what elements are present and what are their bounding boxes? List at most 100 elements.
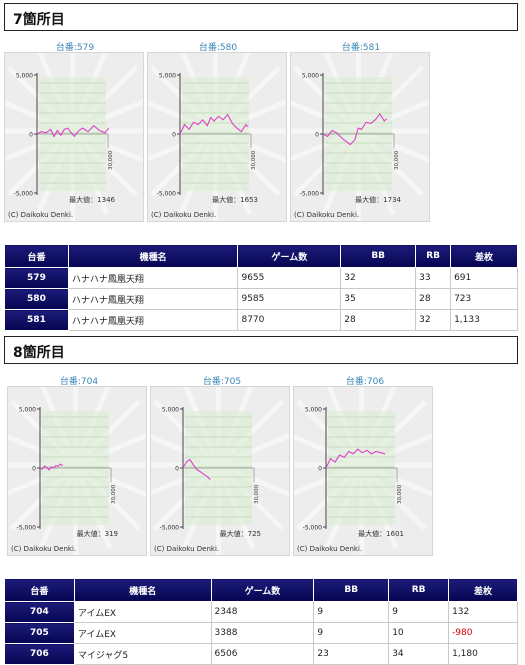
max-value-label: 最大値：319: [76, 530, 118, 538]
x-tick-label: 30,000: [394, 150, 400, 170]
section-heading-2: 8箇所目: [4, 336, 518, 364]
x-tick-label: 30,000: [397, 484, 403, 504]
x-tick-label: 30,000: [111, 484, 117, 504]
slump-trace-line: [322, 112, 387, 146]
col-header-rb: RB: [388, 578, 450, 602]
slump-graph-705[interactable]: 5,000 0 -5,000 30,000 最大値：725 (C) Daikoku D…: [150, 386, 290, 556]
model-name: アイムEX: [73, 622, 212, 644]
copyright-label: (C) Daikoku Denki.: [8, 211, 74, 219]
rb-count: 33: [415, 267, 452, 289]
max-value-label: 最大値：1601: [358, 530, 404, 538]
y-tick-zero-label: 0: [175, 466, 179, 473]
col-header-games: ゲーム数: [210, 578, 315, 602]
y-tick-top-label: 5,000: [302, 73, 319, 80]
coin-diff: 691: [450, 267, 518, 289]
model-name: ハナハナ鳳凰天翔: [67, 309, 239, 331]
game-count: 3388: [210, 622, 315, 644]
coin-diff: 1,180: [448, 643, 518, 665]
slump-graph-581[interactable]: 5,000 0 -5,000 30,000 最大値：1734 (C) Daikoku …: [290, 52, 430, 222]
machine-number[interactable]: 705: [4, 622, 75, 644]
copyright-label: (C) Daikoku Denki.: [294, 211, 360, 219]
y-tick-zero-label: 0: [172, 132, 176, 139]
graph-title-704[interactable]: 台番:704: [59, 377, 99, 387]
y-tick-zero-label: 0: [318, 466, 322, 473]
game-count: 2348: [210, 601, 315, 623]
x-tick-label: 30,000: [254, 484, 260, 504]
coin-diff: 1,133: [450, 309, 518, 331]
slump-trace-line: [39, 463, 63, 471]
y-tick-zero-label: 0: [32, 466, 36, 473]
slump-trace-line: [182, 458, 211, 480]
table-header-row: 台番 機種名 ゲーム数 BB RB 差枚: [4, 244, 518, 268]
bb-count: 23: [313, 643, 390, 665]
bb-count: 28: [340, 309, 417, 331]
y-tick-zero-label: 0: [29, 132, 33, 139]
y-tick-bottom-label: -5,000: [14, 191, 34, 198]
table-row: 580 ハナハナ鳳凰天翔 9585 35 28 723: [4, 288, 518, 310]
x-tick-label: 30,000: [251, 150, 257, 170]
graph-title-579[interactable]: 台番:579: [55, 43, 95, 53]
col-header-diff: 差枚: [448, 578, 518, 602]
max-value-label: 最大値：725: [219, 530, 261, 538]
section-title: 8箇所目: [13, 345, 65, 361]
graph-title-706[interactable]: 台番:706: [345, 377, 385, 387]
machine-number[interactable]: 704: [4, 601, 75, 623]
slump-graph-704[interactable]: 5,000 0 -5,000 30,000 最大値：319 (C) Daikoku D…: [7, 386, 147, 556]
rb-count: 34: [388, 643, 450, 665]
copyright-label: (C) Daikoku Denki.: [297, 545, 363, 553]
model-name: ハナハナ鳳凰天翔: [67, 288, 239, 310]
table-row: 706 マイジャグ5 6506 23 34 1,180: [4, 643, 518, 665]
coin-diff: -980: [448, 622, 518, 644]
max-value-label: 最大値：1653: [212, 196, 258, 204]
col-header-model: 機種名: [67, 244, 239, 268]
col-header-bb: BB: [340, 244, 417, 268]
machine-number[interactable]: 581: [4, 309, 69, 331]
rb-count: 10: [388, 622, 450, 644]
graph-title-580[interactable]: 台番:580: [198, 43, 238, 53]
machine-number[interactable]: 580: [4, 288, 69, 310]
bb-count: 9: [313, 622, 390, 644]
col-header-diff: 差枚: [450, 244, 518, 268]
y-tick-bottom-label: -5,000: [160, 525, 180, 532]
y-tick-top-label: 5,000: [16, 73, 33, 80]
graph-title-705[interactable]: 台番:705: [202, 377, 242, 387]
section-heading-1: 7箇所目: [4, 3, 518, 31]
max-value-label: 最大値：1734: [355, 196, 401, 204]
slump-graph-580[interactable]: 5,000 0 -5,000 30,000 最大値：1653 (C) Daikoku …: [147, 52, 287, 222]
y-tick-zero-label: 0: [315, 132, 319, 139]
rb-count: 32: [415, 309, 452, 331]
table-header-row: 台番 機種名 ゲーム数 BB RB 差枚: [4, 578, 518, 602]
table-row: 705 アイムEX 3388 9 10 -980: [4, 622, 518, 644]
slump-graph-579[interactable]: 5,000 0 -5,000 30,000 最大値：1346 (C) Daikoku …: [4, 52, 144, 222]
table-row: 581 ハナハナ鳳凰天翔 8770 28 32 1,133: [4, 309, 518, 331]
y-tick-top-label: 5,000: [162, 407, 179, 414]
slump-trace-line: [36, 124, 110, 138]
col-header-games: ゲーム数: [237, 244, 342, 268]
max-value-label: 最大値：1346: [69, 196, 115, 204]
copyright-label: (C) Daikoku Denki.: [151, 211, 217, 219]
model-name: マイジャグ5: [73, 643, 212, 665]
col-header-rb: RB: [415, 244, 452, 268]
graph-title-581[interactable]: 台番:581: [341, 43, 381, 53]
x-tick-label: 30,000: [108, 150, 114, 170]
slump-trace-line: [325, 448, 386, 469]
machine-number[interactable]: 706: [4, 643, 75, 665]
coin-diff: 132: [448, 601, 518, 623]
model-name: ハナハナ鳳凰天翔: [67, 267, 239, 289]
bb-count: 32: [340, 267, 417, 289]
game-count: 9655: [237, 267, 342, 289]
rb-count: 9: [388, 601, 450, 623]
y-tick-top-label: 5,000: [159, 73, 176, 80]
game-count: 8770: [237, 309, 342, 331]
col-header-number: 台番: [4, 244, 69, 268]
machine-number[interactable]: 579: [4, 267, 69, 289]
slump-graph-706[interactable]: 5,000 0 -5,000 30,000 最大値：1601 (C) Daikoku …: [293, 386, 433, 556]
copyright-label: (C) Daikoku Denki.: [154, 545, 220, 553]
y-tick-top-label: 5,000: [19, 407, 36, 414]
col-header-bb: BB: [313, 578, 390, 602]
col-header-number: 台番: [4, 578, 75, 602]
section-title: 7箇所目: [13, 12, 65, 28]
table-row: 704 アイムEX 2348 9 9 132: [4, 601, 518, 623]
y-tick-bottom-label: -5,000: [300, 191, 320, 198]
y-tick-bottom-label: -5,000: [157, 191, 177, 198]
